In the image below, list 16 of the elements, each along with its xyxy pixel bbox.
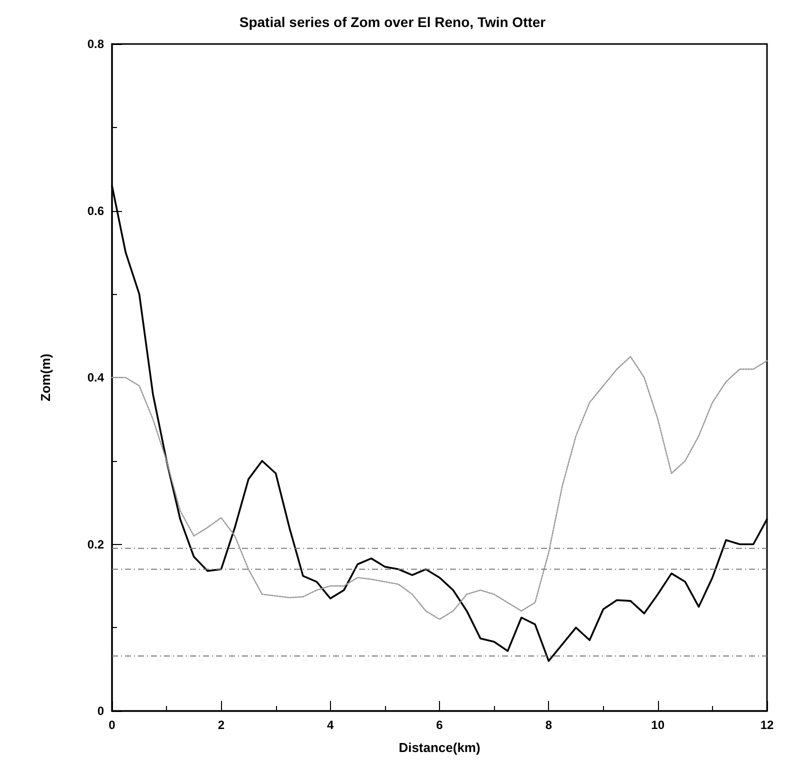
y-tick-label: 0.8 xyxy=(87,37,104,51)
x-axis-title: Distance(km) xyxy=(398,740,480,755)
y-tick-label: 0 xyxy=(97,704,104,718)
x-tick-label: 8 xyxy=(545,718,552,732)
chart-title: Spatial series of Zom over El Reno, Twin Otter xyxy=(239,14,546,30)
y-tick-label: 0.4 xyxy=(87,370,104,384)
y-tick-label: 0.6 xyxy=(87,204,104,218)
y-axis-title: Zom(m) xyxy=(38,354,53,402)
x-tick-label: 12 xyxy=(760,718,774,732)
x-tick-label: 2 xyxy=(218,718,225,732)
y-tick-label: 0.2 xyxy=(87,537,104,552)
x-tick-label: 10 xyxy=(651,718,665,732)
x-tick-label: 0 xyxy=(108,718,116,732)
line-series xyxy=(111,356,768,620)
x-tick-label: 4 xyxy=(326,718,334,732)
x-tick-label: 6 xyxy=(436,718,444,732)
